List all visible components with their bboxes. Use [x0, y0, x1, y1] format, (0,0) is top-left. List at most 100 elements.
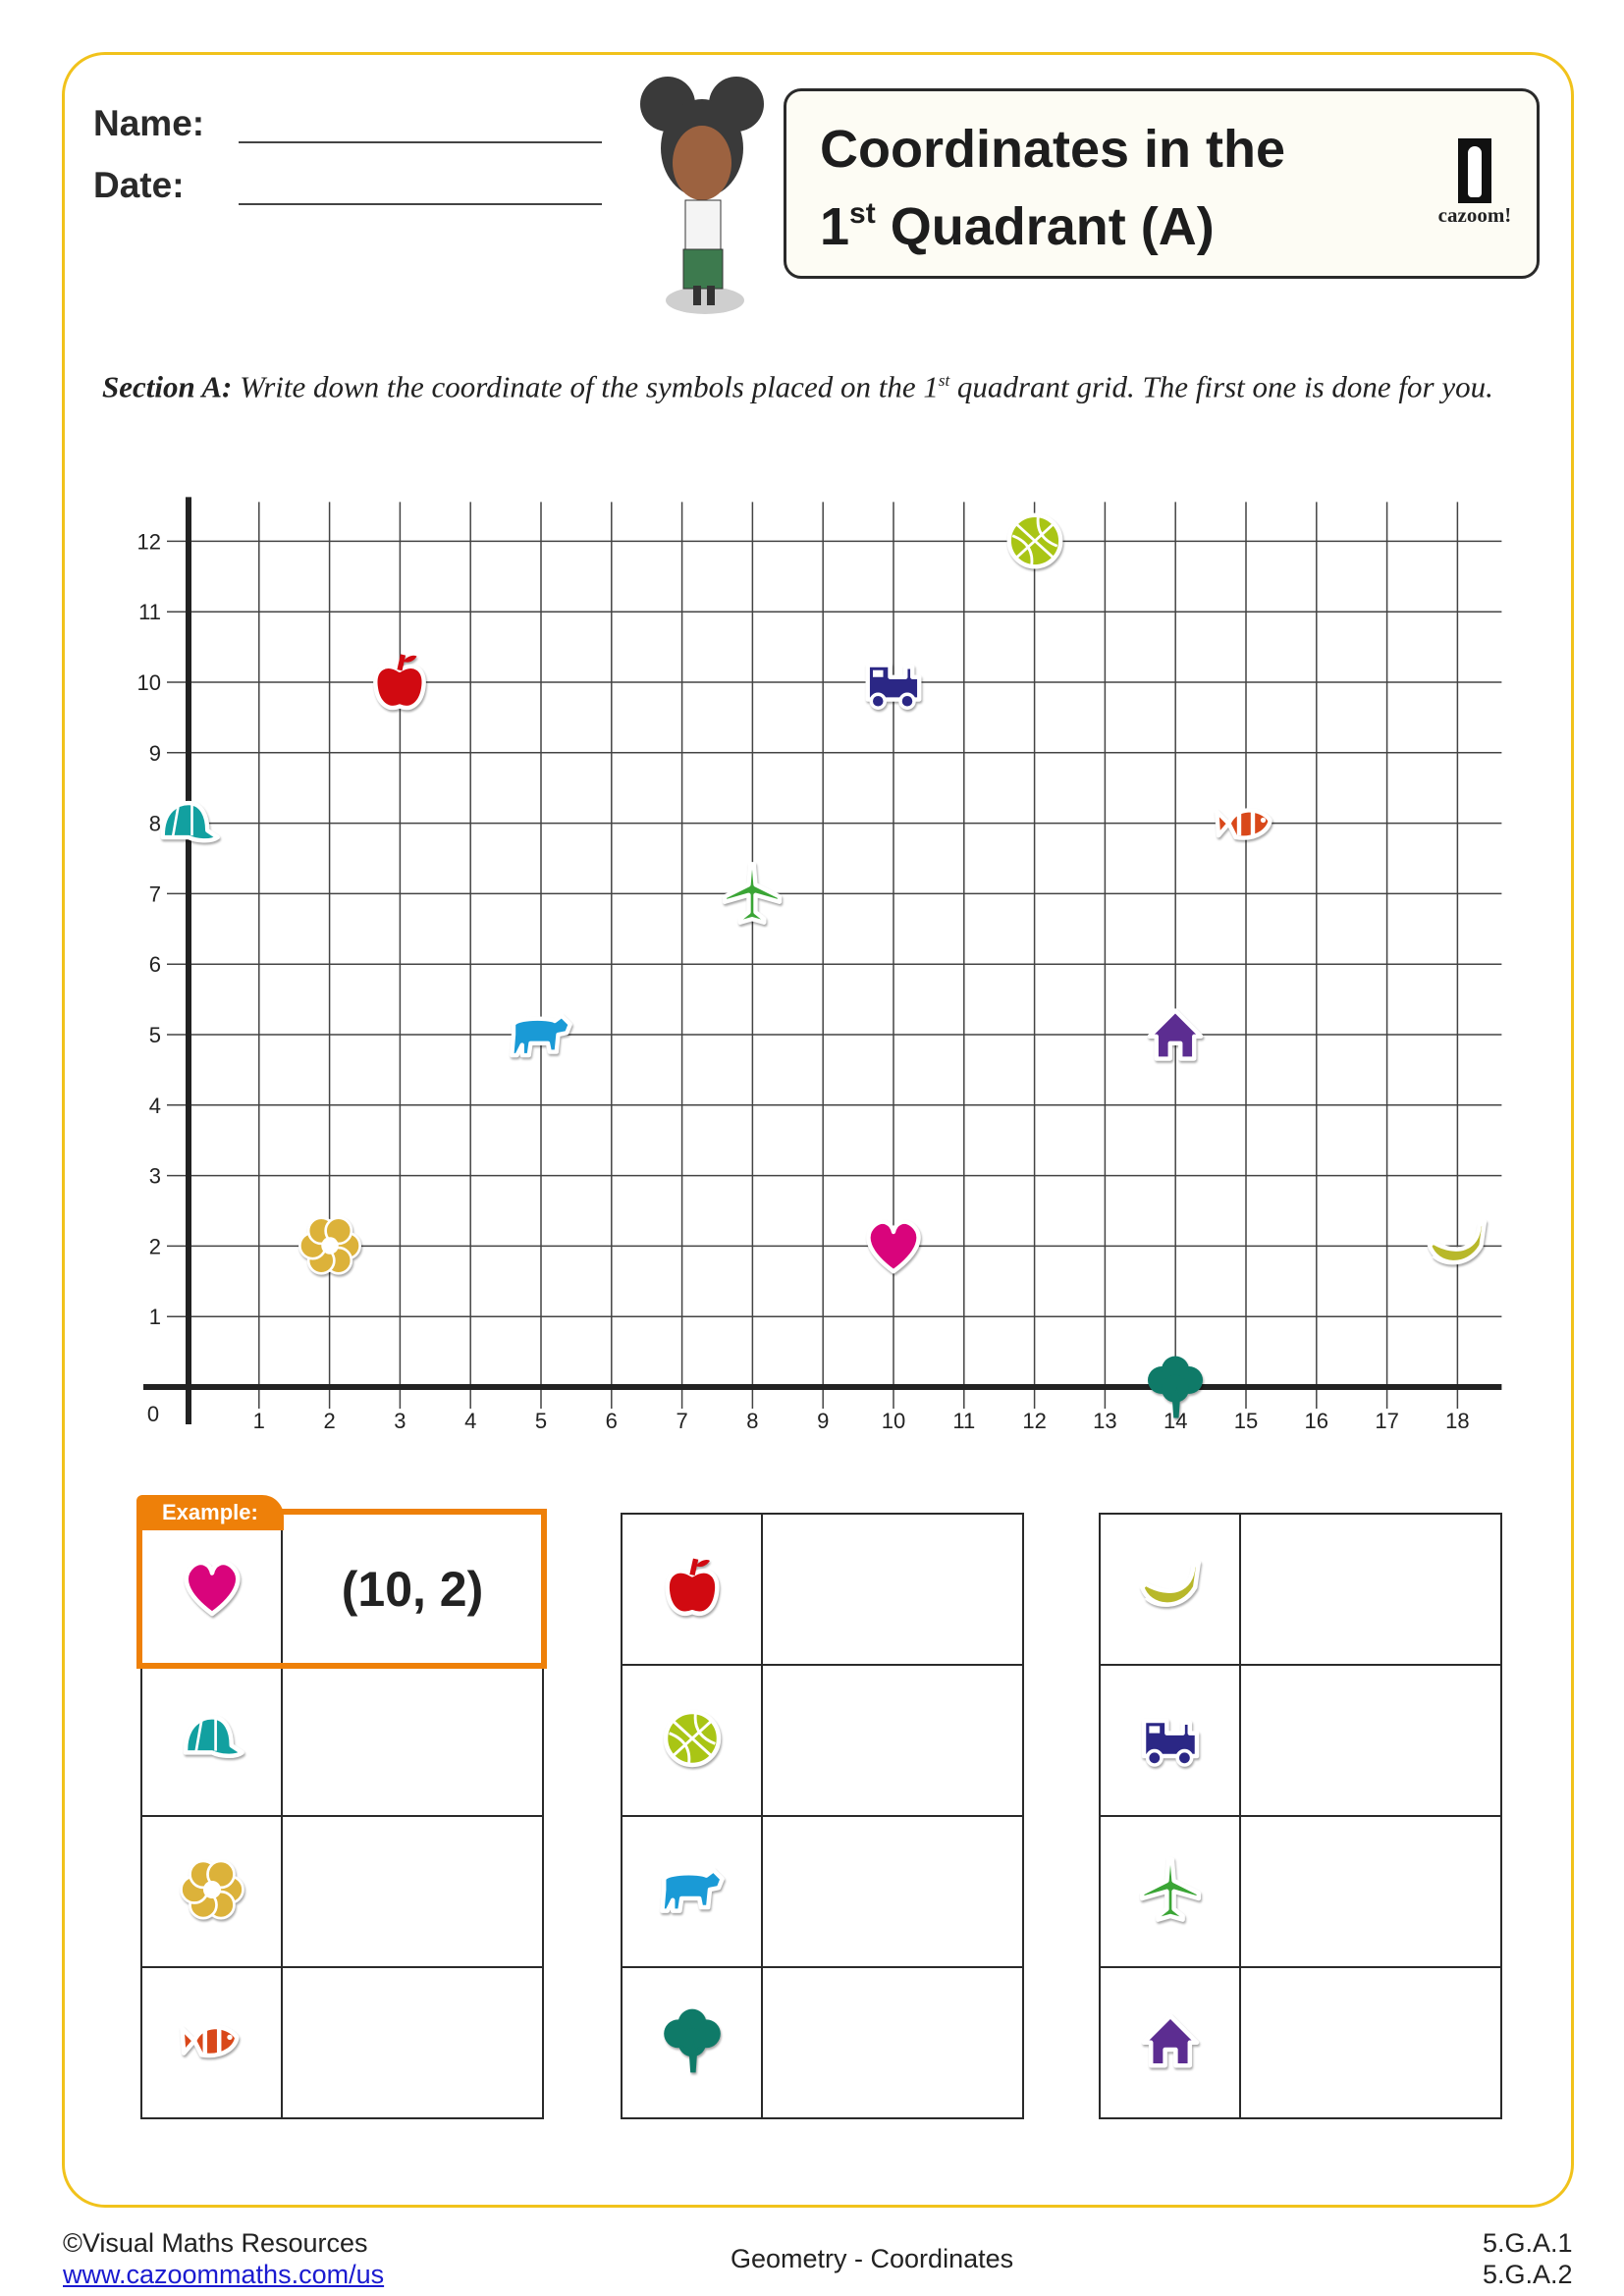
train-icon — [865, 663, 922, 710]
x-tick-label: 6 — [606, 1409, 618, 1433]
answer-cell[interactable] — [761, 1966, 1024, 2119]
banana-icon — [1428, 1219, 1488, 1265]
footer-standard-1: 5.G.A.1 — [1483, 2228, 1573, 2258]
x-tick-label: 2 — [323, 1409, 335, 1433]
table-row — [621, 1966, 1024, 2119]
footer-standard-2: 5.G.A.2 — [1483, 2260, 1573, 2289]
y-tick-label: 8 — [149, 812, 161, 836]
coordinate-grid: 0 1 2 3 4 5 6 7 8 9 10 11 12 13 14 15 16 17 18123456789101… — [137, 497, 1502, 1433]
x-tick-label: 3 — [394, 1409, 406, 1433]
title-ordinal-suffix: st — [849, 197, 876, 230]
x-tick-label: 16 — [1305, 1409, 1328, 1433]
x-tick-label: 9 — [817, 1409, 829, 1433]
title-box: Coordinates in the 1st Quadrant (A) cazo… — [784, 88, 1540, 279]
answer-cell[interactable] — [1239, 1815, 1502, 1968]
cazoom-logo: cazoom! — [1431, 138, 1519, 228]
x-tick-label: 11 — [952, 1409, 975, 1433]
cap-icon — [160, 800, 220, 843]
bear-icon — [621, 1815, 763, 1968]
x-tick-label: 18 — [1445, 1409, 1469, 1433]
basketball-icon — [621, 1664, 763, 1817]
name-label: Name: — [93, 103, 205, 143]
answer-cell[interactable] — [761, 1664, 1024, 1817]
x-tick-label: 4 — [464, 1409, 476, 1433]
y-tick-label: 5 — [149, 1023, 161, 1047]
x-tick-label: 10 — [882, 1409, 905, 1433]
footer-link[interactable]: www.cazoommaths.com/us — [63, 2260, 385, 2289]
table-row — [621, 1815, 1024, 1968]
x-tick-label: 5 — [535, 1409, 547, 1433]
footer-topic: Geometry - Coordinates — [731, 2244, 1014, 2273]
title-ordinal: 1 — [820, 197, 850, 256]
origin-label: 0 — [147, 1402, 159, 1426]
airplane-icon — [723, 862, 783, 926]
table-row — [621, 1513, 1024, 1666]
table-row — [1099, 1815, 1502, 1968]
table-row — [140, 1664, 544, 1817]
tree-icon — [1148, 1356, 1204, 1418]
answer-cell[interactable] — [281, 1815, 544, 1968]
bear-icon — [510, 1013, 572, 1058]
y-tick-label: 10 — [137, 670, 161, 695]
x-tick-label: 13 — [1093, 1409, 1116, 1433]
cap-icon — [140, 1664, 283, 1817]
table-row — [1099, 1513, 1502, 1666]
example-label: Example: — [136, 1495, 284, 1530]
y-tick-label: 9 — [149, 741, 161, 766]
instruction-text: Write down the coordinate of the symbols… — [232, 369, 939, 404]
table-row — [140, 1966, 544, 2119]
logo-cup-icon — [1458, 138, 1491, 203]
basketball-icon — [1006, 512, 1063, 569]
answer-cell[interactable] — [281, 1966, 544, 2119]
instruction-text-end: quadrant grid. The first one is done for… — [949, 369, 1493, 404]
y-tick-label: 6 — [149, 952, 161, 977]
fish-icon — [1215, 807, 1272, 840]
student-character-illustration — [640, 77, 764, 314]
instructions: Section A: Write down the coordinate of … — [102, 361, 1526, 406]
title-line-2: 1st Quadrant (A) — [820, 182, 1285, 259]
flower-icon — [298, 1216, 361, 1275]
banana-icon — [1099, 1513, 1241, 1666]
logo-text: cazoom! — [1437, 203, 1512, 227]
x-tick-label: 15 — [1234, 1409, 1258, 1433]
heart-icon — [866, 1220, 921, 1274]
heart-icon — [140, 1513, 283, 1666]
table-row: (10, 2) — [140, 1513, 544, 1666]
worksheet-title: Coordinates in the 1st Quadrant (A) — [820, 117, 1285, 259]
table-row — [140, 1815, 544, 1968]
footer-copyright: ©Visual Maths Resources — [63, 2228, 368, 2258]
y-tick-label: 3 — [149, 1164, 161, 1189]
title-rest: Quadrant (A) — [875, 197, 1215, 256]
x-tick-label: 17 — [1375, 1409, 1398, 1433]
table-row — [1099, 1966, 1502, 2119]
tree-icon — [621, 1966, 763, 2119]
answer-cell[interactable] — [1239, 1966, 1502, 2119]
x-tick-label: 12 — [1022, 1409, 1046, 1433]
y-tick-label: 7 — [149, 881, 161, 906]
table-row — [621, 1664, 1024, 1817]
name-field[interactable] — [239, 141, 602, 143]
train-icon — [1099, 1664, 1241, 1817]
x-tick-label: 8 — [746, 1409, 758, 1433]
date-label: Date: — [93, 165, 185, 205]
answer-table: (10, 2) — [140, 1513, 544, 2119]
y-tick-label: 12 — [137, 529, 161, 554]
fish-icon — [140, 1966, 283, 2119]
instruction-sup: st — [938, 371, 950, 390]
date-field[interactable] — [239, 203, 602, 205]
x-tick-label: 1 — [253, 1409, 265, 1433]
answer-cell: (10, 2) — [281, 1513, 544, 1666]
table-row — [1099, 1664, 1502, 1817]
airplane-icon — [1099, 1815, 1241, 1968]
answer-cell[interactable] — [761, 1513, 1024, 1666]
house-icon — [1099, 1966, 1241, 2119]
answer-cell[interactable] — [761, 1815, 1024, 1968]
y-tick-label: 11 — [138, 600, 161, 624]
y-tick-label: 4 — [149, 1094, 161, 1118]
answer-cell[interactable] — [1239, 1664, 1502, 1817]
apple-icon — [621, 1513, 763, 1666]
answer-table — [621, 1513, 1024, 2119]
answer-cell[interactable] — [1239, 1513, 1502, 1666]
house-icon — [1147, 1008, 1204, 1061]
answer-cell[interactable] — [281, 1664, 544, 1817]
